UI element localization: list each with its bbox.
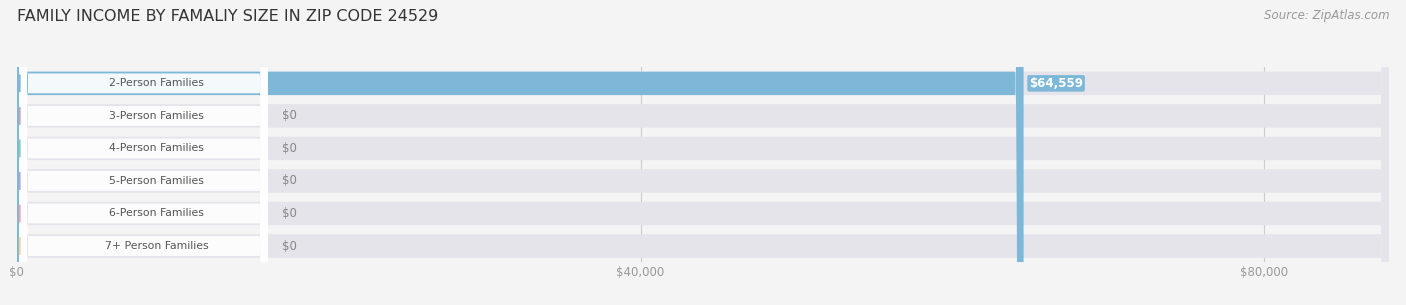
FancyBboxPatch shape <box>17 0 1024 305</box>
Text: FAMILY INCOME BY FAMALIY SIZE IN ZIP CODE 24529: FAMILY INCOME BY FAMALIY SIZE IN ZIP COD… <box>17 9 439 24</box>
Text: 2-Person Families: 2-Person Families <box>110 78 204 88</box>
Text: 5-Person Families: 5-Person Families <box>110 176 204 186</box>
FancyBboxPatch shape <box>17 0 1389 305</box>
FancyBboxPatch shape <box>20 0 269 305</box>
Text: $0: $0 <box>281 142 297 155</box>
FancyBboxPatch shape <box>17 0 1389 305</box>
Text: Source: ZipAtlas.com: Source: ZipAtlas.com <box>1264 9 1389 22</box>
FancyBboxPatch shape <box>20 0 269 305</box>
Text: $64,559: $64,559 <box>1029 77 1083 90</box>
Text: 7+ Person Families: 7+ Person Families <box>104 241 208 251</box>
Text: $0: $0 <box>281 109 297 122</box>
FancyBboxPatch shape <box>17 0 1389 305</box>
FancyBboxPatch shape <box>20 0 269 305</box>
Text: $0: $0 <box>281 174 297 188</box>
FancyBboxPatch shape <box>20 0 269 305</box>
Text: 3-Person Families: 3-Person Families <box>110 111 204 121</box>
FancyBboxPatch shape <box>17 0 1389 305</box>
FancyBboxPatch shape <box>20 0 269 305</box>
FancyBboxPatch shape <box>17 0 1389 305</box>
Text: 6-Person Families: 6-Person Families <box>110 209 204 218</box>
FancyBboxPatch shape <box>20 0 269 305</box>
Text: $0: $0 <box>281 239 297 253</box>
FancyBboxPatch shape <box>17 0 1389 305</box>
Text: $0: $0 <box>281 207 297 220</box>
Text: 4-Person Families: 4-Person Families <box>110 143 204 153</box>
